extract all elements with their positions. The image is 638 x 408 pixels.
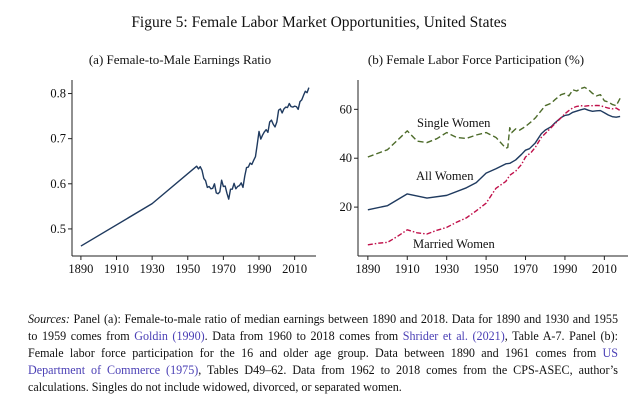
panel-a-y-tick-label: 0.8 <box>50 87 66 101</box>
annotation-single-women: Single Women <box>417 116 491 130</box>
charts-canvas: 1890 1910 1930 1950 1970 1990 2010 0.5 0.6 0.7 0.8… <box>50 80 628 276</box>
panel-a-x-tick-label: 1910 <box>104 262 129 276</box>
citation-us-commerce[interactable]: US Department of Commerce (1975) <box>28 346 618 377</box>
panel-a-x-tick-label: 1890 <box>68 262 93 276</box>
notes-text-2: . Data from 1960 to 2018 comes from <box>204 329 403 343</box>
panel-b-y-tick-label: 60 <box>340 102 353 116</box>
figure-notes: Sources: Panel (a): Female-to-male ratio… <box>28 311 618 396</box>
panel-a-y-tick-label: 0.7 <box>50 132 66 146</box>
panel-b-x-tick-label: 1890 <box>355 262 380 276</box>
panel-a-x-tick-label: 1930 <box>140 262 165 276</box>
panel-a-x-tick-label: 1950 <box>175 262 200 276</box>
panel-b-x-tick-label: 1930 <box>434 262 459 276</box>
panel-a-series-line-0 <box>80 87 310 247</box>
panel-b-x-tick-label: 1990 <box>552 262 577 276</box>
panel-a-y-tick-label: 0.6 <box>50 177 66 191</box>
citation-shrider[interactable]: Shrider et al. (2021) <box>402 329 505 343</box>
notes-text-4: , Tables D49–62. Data from 1962 to 2018 … <box>28 363 618 394</box>
panel-b-x-tick-label: 1970 <box>513 262 538 276</box>
panel-b-series-all-women <box>367 108 621 211</box>
annotation-married-women: Married Women <box>413 237 495 251</box>
panel-b-x-tick-label: 2010 <box>592 262 617 276</box>
panel-b-title: (b) Female Labor Force Participation (%) <box>367 52 585 67</box>
panel-b-x-tick-label: 1950 <box>474 262 499 276</box>
panel-b-x-tick-label: 1910 <box>395 262 420 276</box>
figure-title: Figure 5: Female Labor Market Opportunit… <box>131 14 507 31</box>
panel-b-series-single-women <box>367 86 621 158</box>
panel-a-x-tick-label: 1970 <box>211 262 236 276</box>
sources-label: Sources: <box>28 312 70 326</box>
panel-b-y-tick-label: 20 <box>340 200 353 214</box>
panel-a-y-tick-label: 0.5 <box>50 222 66 236</box>
notes-text-3: , Table A-7. Panel (b): Female labor for… <box>28 329 618 360</box>
panel-b-series-married-women <box>367 104 621 246</box>
citation-goldin[interactable]: Goldin (1990) <box>134 329 205 343</box>
panel-a-title: (a) Female-to-Male Earnings Ratio <box>88 52 272 67</box>
panel-a-plot: 1890 1910 1930 1950 1970 1990 2010 0.5 0.6 0.7 0.8 <box>50 80 316 276</box>
panel-a-x-tick-label: 1990 <box>247 262 272 276</box>
annotation-all-women: All Women <box>416 169 474 183</box>
panel-b-plot: Single Women All Women Married Women 189… <box>340 80 628 276</box>
notes-text-1: Panel (a): Female-to-male ratio of media… <box>28 312 618 343</box>
panel-b-y-tick-label: 40 <box>340 151 353 165</box>
panel-a-x-tick-label: 2010 <box>282 262 307 276</box>
